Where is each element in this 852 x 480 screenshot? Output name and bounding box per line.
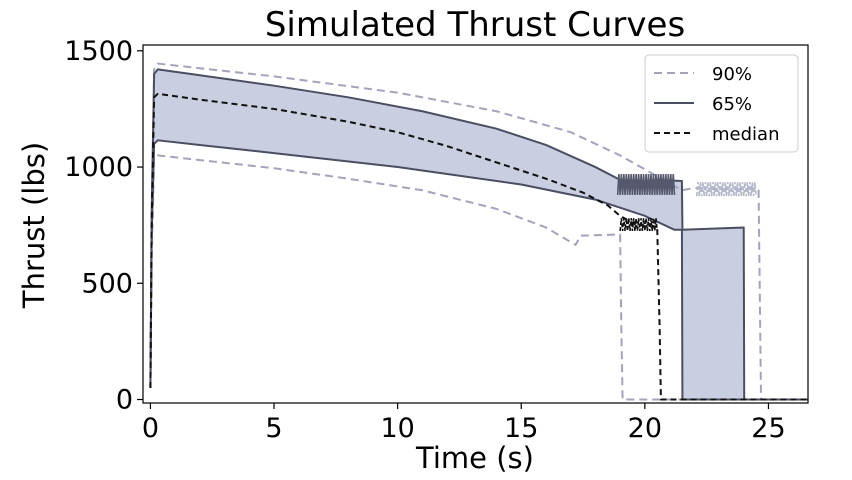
x-axis-label: Time (s) — [415, 441, 534, 475]
legend-label: median — [712, 124, 779, 145]
line-median — [149, 92, 808, 401]
plot-content — [149, 62, 808, 401]
legend-box — [644, 54, 799, 153]
x-tick-label: 0 — [142, 413, 159, 444]
x-tick-label: 15 — [504, 413, 538, 444]
y-tick-label: 1000 — [64, 152, 133, 183]
x-tick-label: 25 — [751, 413, 785, 444]
legend-label: 65% — [712, 94, 752, 115]
legend: 90% 65% median — [644, 54, 799, 153]
oscillation-1 — [695, 182, 757, 197]
chart-title: Simulated Thrust Curves — [265, 5, 685, 45]
oscillation-2 — [619, 218, 658, 232]
x-tick-label: 5 — [265, 413, 282, 444]
x-tick-label: 20 — [628, 413, 662, 444]
plot-area — [149, 62, 808, 401]
oscillation-0 — [616, 173, 676, 195]
y-axis-label: Thrust (lbs) — [17, 142, 51, 309]
y-tick-label: 1500 — [64, 36, 133, 67]
y-tick-label: 0 — [116, 385, 133, 416]
axes: 0 5 10 15 20 25 0 500 1000 1500 — [64, 36, 809, 444]
line-65-lower — [149, 139, 808, 401]
plot-frame — [142, 44, 809, 404]
band-65-fill — [150, 69, 808, 400]
x-tick-label: 10 — [380, 413, 414, 444]
y-tick-label: 500 — [81, 268, 133, 299]
line-90-lower — [149, 154, 808, 401]
legend-label: 90% — [712, 64, 752, 85]
